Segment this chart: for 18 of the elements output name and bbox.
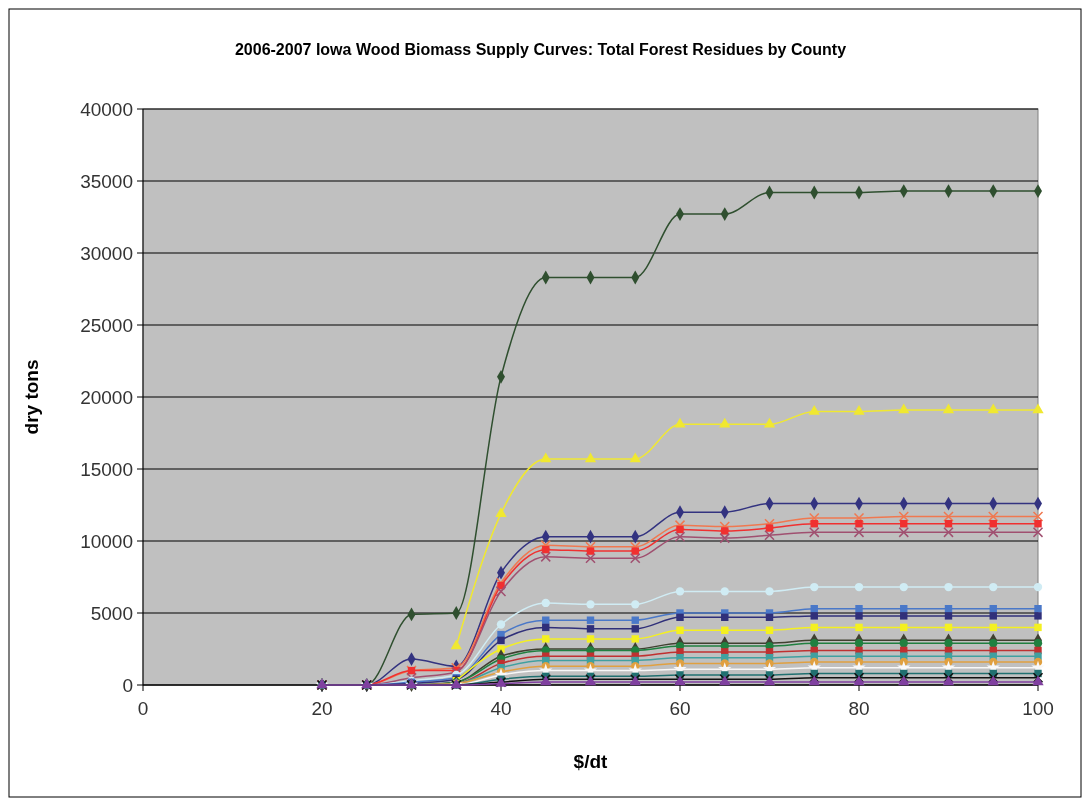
x-tick-label: 40	[490, 698, 512, 719]
x-tick-label: 0	[137, 698, 149, 719]
y-tick-label: 35000	[80, 170, 133, 192]
chart-title: 2006-2007 Iowa Wood Biomass Supply Curves: Total Forest Residues by County	[234, 41, 847, 58]
x-axis-title: $/dt	[573, 751, 609, 772]
y-tick-label: 25000	[80, 314, 133, 336]
y-axis-title: dry tons	[21, 359, 42, 435]
y-tick-label: 0	[122, 674, 133, 696]
y-tick-label: 30000	[80, 242, 133, 264]
y-tick-label: 5000	[90, 602, 133, 624]
x-tick-label: 80	[848, 698, 870, 719]
x-tick-label: 20	[311, 698, 333, 719]
y-tick-label: 10000	[80, 530, 133, 552]
y-tick-label: 15000	[80, 458, 133, 480]
x-tick-label: 100	[1022, 698, 1054, 719]
y-tick-label: 20000	[80, 386, 133, 408]
x-tick-label: 60	[669, 698, 691, 719]
y-tick-label: 40000	[80, 98, 133, 120]
